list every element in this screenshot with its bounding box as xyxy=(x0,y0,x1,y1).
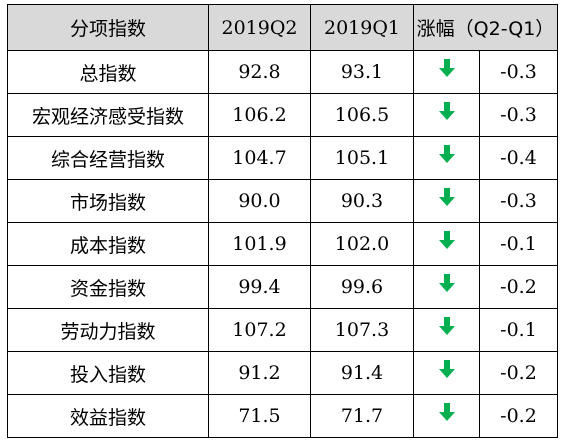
row-q1-value: 107.3 xyxy=(310,308,414,352)
table-row: 劳动力指数 107.2 107.3 -0.1 xyxy=(7,308,558,352)
table-row: 投入指数 91.2 91.4 -0.2 xyxy=(7,351,558,395)
row-change-value: -0.3 xyxy=(479,93,558,137)
row-change-value: -0.3 xyxy=(479,179,558,223)
row-direction xyxy=(413,265,480,309)
header-row: 分项指数 2019Q2 2019Q1 涨幅（Q2-Q1） xyxy=(7,4,558,51)
row-change-value: -0.1 xyxy=(479,222,558,266)
row-q2-value: 71.5 xyxy=(208,394,311,438)
row-q1-value: 105.1 xyxy=(310,136,414,180)
down-arrow-icon xyxy=(438,145,455,163)
row-change-value: -0.4 xyxy=(479,136,558,180)
row-q2-value: 104.7 xyxy=(208,136,311,180)
table-row: 市场指数 90.0 90.3 -0.3 xyxy=(7,179,558,223)
row-q1-value: 90.3 xyxy=(310,179,414,223)
row-change-value: -0.2 xyxy=(479,351,558,395)
row-change-value: -0.3 xyxy=(479,50,558,94)
down-arrow-icon xyxy=(438,274,455,292)
down-arrow-icon xyxy=(438,360,455,378)
row-name: 总指数 xyxy=(7,50,209,94)
row-q1-value: 93.1 xyxy=(310,50,414,94)
down-arrow-icon xyxy=(438,403,455,421)
row-q2-value: 99.4 xyxy=(208,265,311,309)
row-direction xyxy=(413,136,480,180)
row-name: 效益指数 xyxy=(7,394,209,438)
index-table: 分项指数 2019Q2 2019Q1 涨幅（Q2-Q1） 总指数 92.8 93.1… xyxy=(7,4,558,438)
row-q2-value: 106.2 xyxy=(208,93,311,137)
row-name: 成本指数 xyxy=(7,222,209,266)
down-arrow-icon xyxy=(438,59,455,77)
row-name: 宏观经济感受指数 xyxy=(7,93,209,137)
table-row: 总指数 92.8 93.1 -0.3 xyxy=(7,50,558,94)
row-direction xyxy=(413,93,480,137)
table-row: 资金指数 99.4 99.6 -0.2 xyxy=(7,265,558,309)
row-q1-value: 102.0 xyxy=(310,222,414,266)
header-change: 涨幅（Q2-Q1） xyxy=(413,4,558,51)
row-name: 劳动力指数 xyxy=(7,308,209,352)
row-direction xyxy=(413,308,480,352)
row-direction xyxy=(413,50,480,94)
row-name: 资金指数 xyxy=(7,265,209,309)
row-name: 综合经营指数 xyxy=(7,136,209,180)
row-q2-value: 90.0 xyxy=(208,179,311,223)
row-q2-value: 91.2 xyxy=(208,351,311,395)
header-q2: 2019Q2 xyxy=(208,4,311,51)
row-q2-value: 107.2 xyxy=(208,308,311,352)
table-row: 综合经营指数 104.7 105.1 -0.4 xyxy=(7,136,558,180)
row-change-value: -0.2 xyxy=(479,394,558,438)
table-row: 宏观经济感受指数 106.2 106.5 -0.3 xyxy=(7,93,558,137)
row-q1-value: 99.6 xyxy=(310,265,414,309)
down-arrow-icon xyxy=(438,317,455,335)
header-q1: 2019Q1 xyxy=(310,4,414,51)
row-q2-value: 101.9 xyxy=(208,222,311,266)
row-q1-value: 106.5 xyxy=(310,93,414,137)
row-name: 市场指数 xyxy=(7,179,209,223)
down-arrow-icon xyxy=(438,102,455,120)
down-arrow-icon xyxy=(438,231,455,249)
row-change-value: -0.1 xyxy=(479,308,558,352)
row-change-value: -0.2 xyxy=(479,265,558,309)
row-name: 投入指数 xyxy=(7,351,209,395)
row-q2-value: 92.8 xyxy=(208,50,311,94)
table-row: 成本指数 101.9 102.0 -0.1 xyxy=(7,222,558,266)
down-arrow-icon xyxy=(438,188,455,206)
row-direction xyxy=(413,222,480,266)
header-name: 分项指数 xyxy=(7,4,209,51)
row-direction xyxy=(413,179,480,223)
row-direction xyxy=(413,351,480,395)
row-direction xyxy=(413,394,480,438)
row-q1-value: 91.4 xyxy=(310,351,414,395)
table-row: 效益指数 71.5 71.7 -0.2 xyxy=(7,394,558,438)
row-q1-value: 71.7 xyxy=(310,394,414,438)
